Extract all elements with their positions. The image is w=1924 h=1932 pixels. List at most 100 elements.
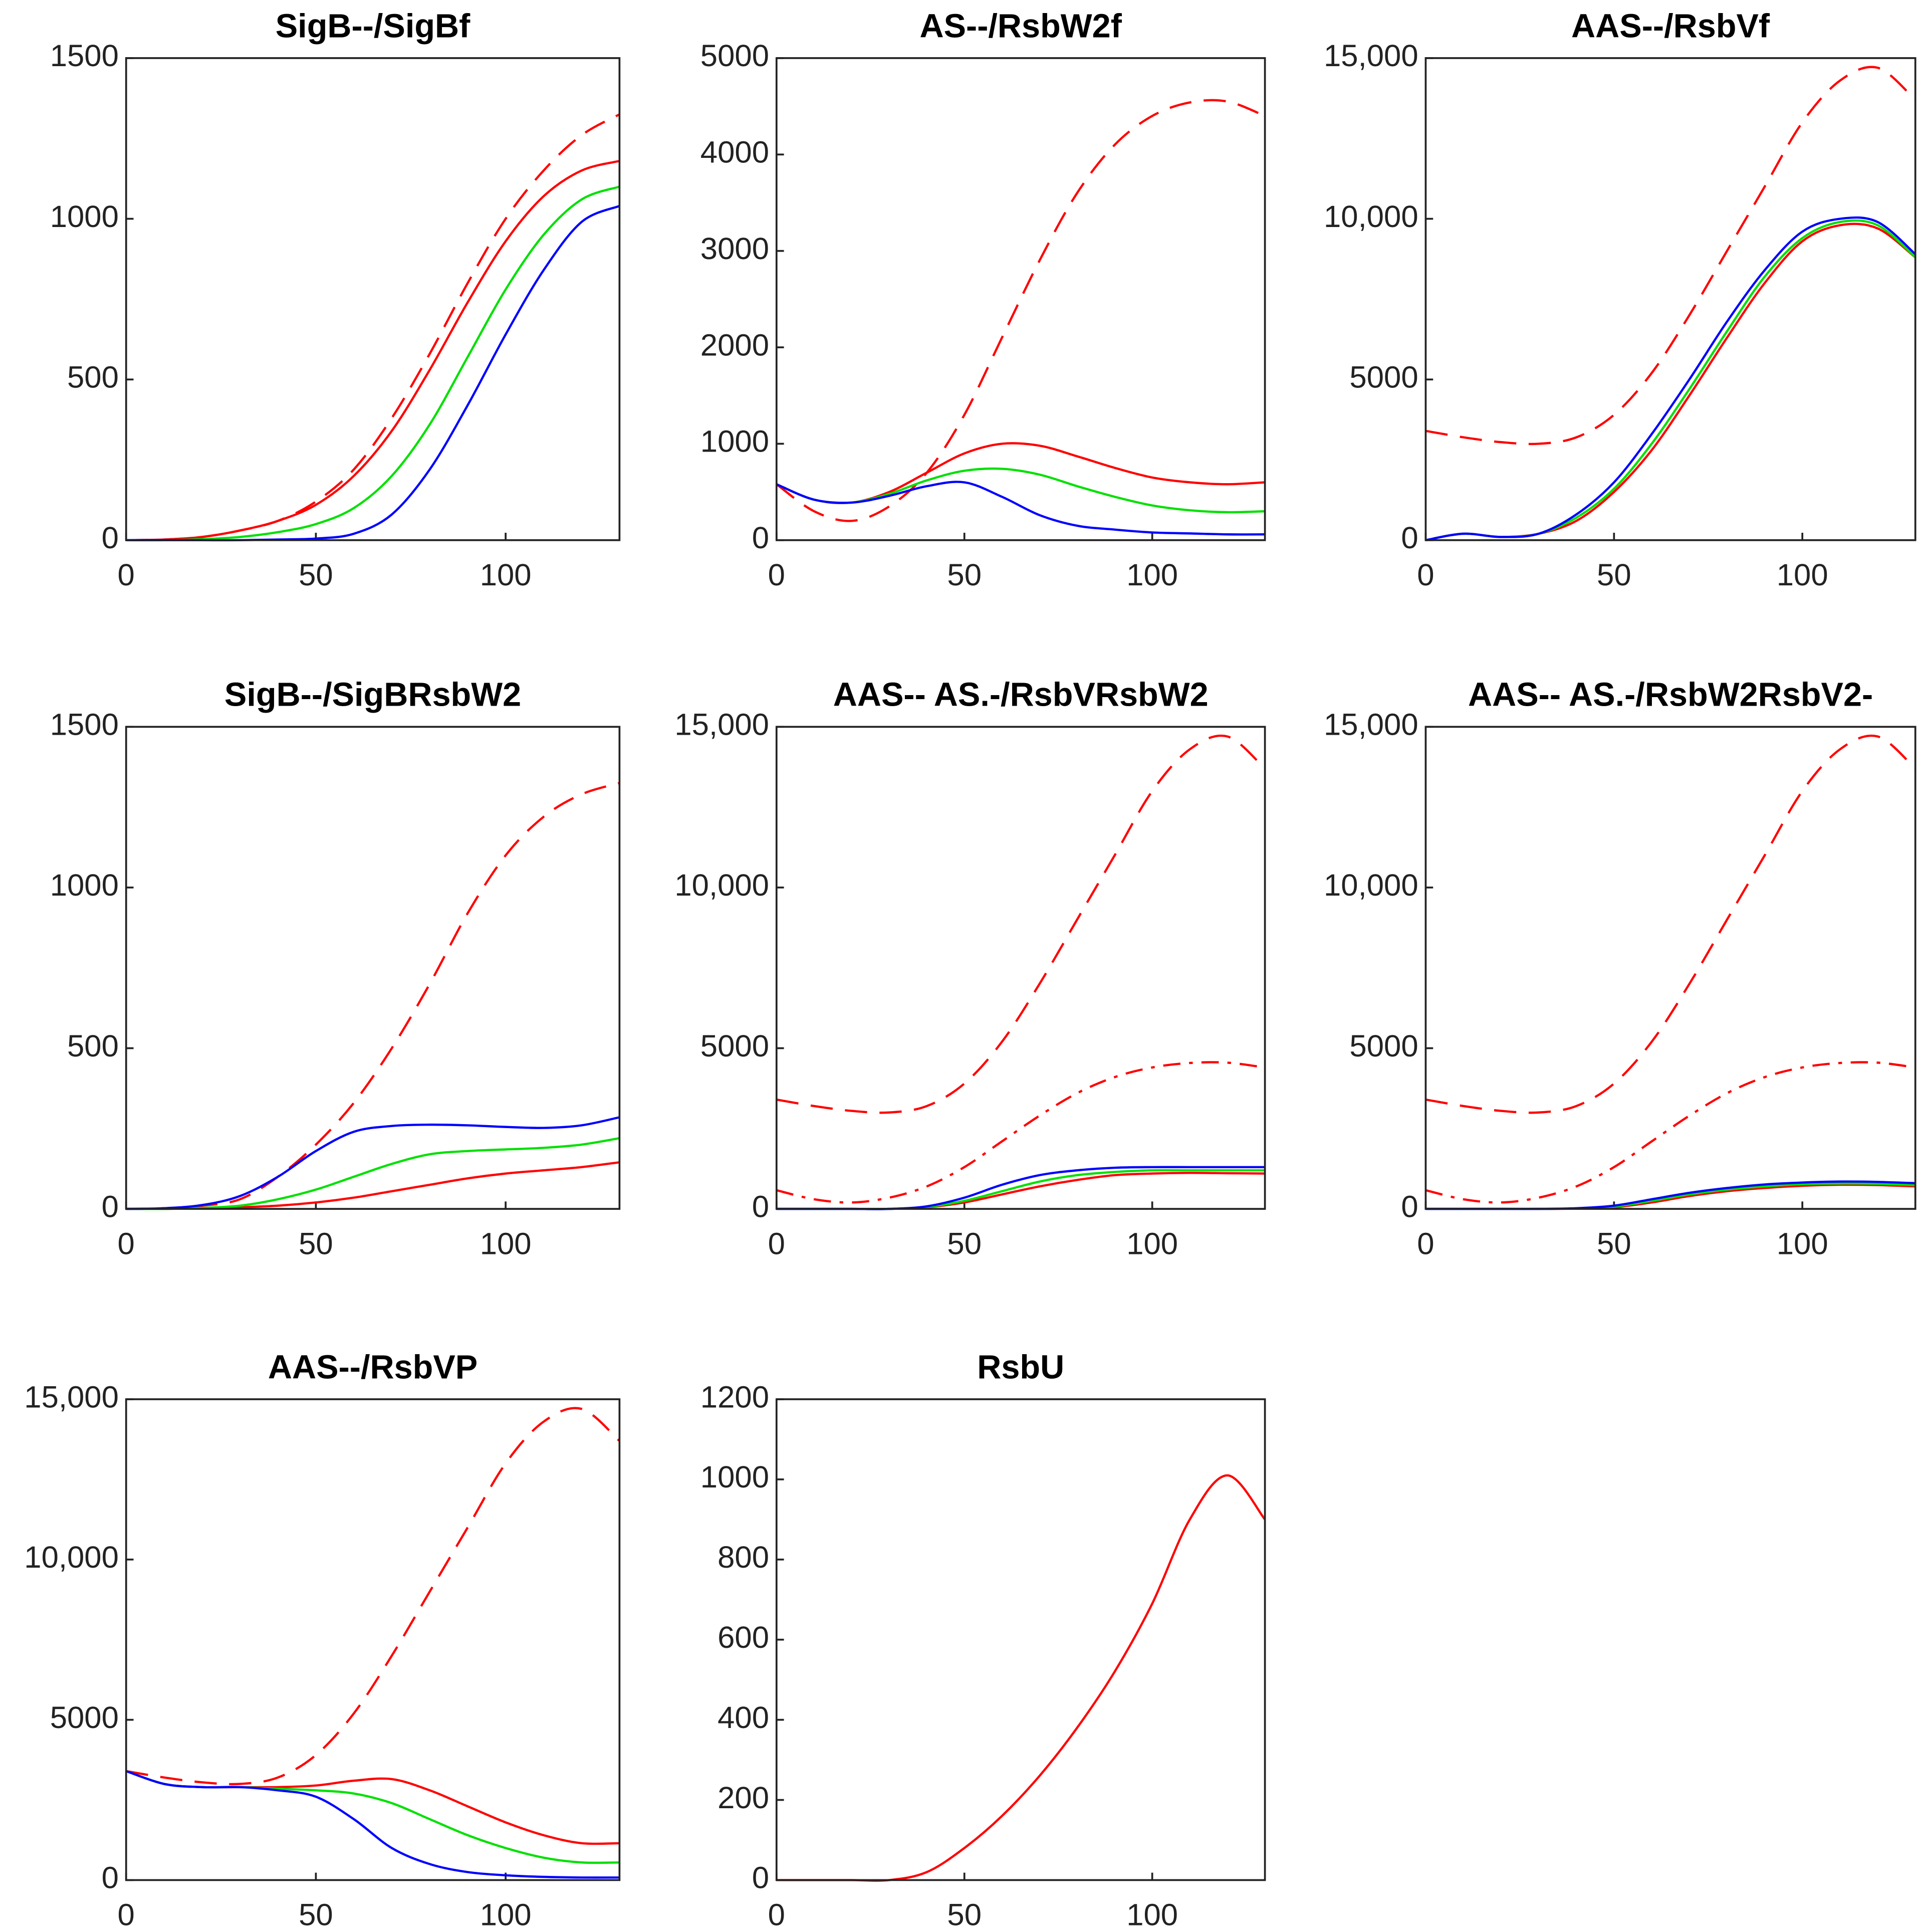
y-tick-label: 0: [1401, 521, 1418, 555]
series-line: [126, 204, 620, 542]
series-line: [776, 442, 1265, 505]
y-tick-label: 1000: [700, 424, 769, 459]
y-tick-label: 15,000: [674, 708, 769, 742]
series-line: [126, 185, 620, 542]
x-tick-label: 100: [1777, 1226, 1828, 1261]
series-line: [1425, 219, 1916, 542]
y-tick-label: 5000: [700, 1029, 769, 1063]
y-tick-label: 10,000: [674, 868, 769, 903]
chart-title: SigB--/SigBf: [276, 8, 470, 45]
series-line: [126, 1137, 620, 1210]
y-tick-label: 600: [717, 1620, 769, 1655]
series-line: [126, 1407, 620, 1786]
y-tick-label: 15,000: [1324, 708, 1418, 742]
x-tick-label: 100: [480, 1898, 532, 1932]
x-tick-label: 0: [1417, 558, 1434, 592]
x-tick-label: 0: [1417, 1226, 1434, 1261]
series-line: [776, 734, 1266, 1114]
y-tick-label: 1000: [50, 868, 119, 903]
series-line: [126, 1770, 620, 1879]
x-tick-label: 50: [1597, 1226, 1631, 1261]
series-line: [1425, 66, 1916, 446]
axes-box: [1424, 726, 1916, 1210]
axes-box: [125, 57, 621, 541]
axes-box: [125, 1398, 621, 1881]
series-line: [776, 481, 1265, 536]
x-tick-label: 50: [947, 1226, 982, 1261]
y-tick-label: 1500: [50, 708, 119, 742]
y-tick-label: 5000: [50, 1700, 119, 1735]
y-tick-label: 0: [102, 1189, 119, 1224]
y-tick-label: 5000: [700, 39, 769, 73]
y-tick-label: 500: [67, 1029, 119, 1063]
y-tick-label: 1200: [700, 1380, 769, 1414]
x-tick-label: 50: [1597, 558, 1631, 592]
y-tick-label: 500: [67, 360, 119, 394]
y-tick-label: 1000: [50, 199, 119, 234]
chart-title: SigB--/SigBRsbW2: [224, 677, 521, 714]
y-tick-label: 0: [752, 1861, 769, 1895]
x-tick-label: 100: [1126, 1226, 1178, 1261]
y-tick-label: 5000: [1349, 360, 1418, 394]
axes-box: [1424, 57, 1916, 541]
x-tick-label: 0: [768, 558, 785, 592]
y-tick-label: 10,000: [24, 1540, 119, 1575]
x-tick-label: 0: [768, 1898, 785, 1932]
series-line: [126, 1116, 620, 1210]
x-tick-label: 100: [480, 558, 532, 592]
axes-box: [775, 1398, 1266, 1881]
chart-title: AAS-- AS.-/RsbW2RsbV2-: [1468, 677, 1873, 714]
y-tick-label: 10,000: [1324, 199, 1418, 234]
x-tick-label: 50: [947, 1898, 982, 1932]
y-tick-label: 1000: [700, 1460, 769, 1494]
x-tick-label: 0: [118, 1226, 135, 1261]
x-tick-label: 50: [299, 558, 333, 592]
chart-title: AS--/RsbW2f: [919, 8, 1122, 45]
y-tick-label: 0: [1401, 1189, 1418, 1224]
y-tick-label: 400: [717, 1700, 769, 1735]
x-tick-label: 100: [1126, 558, 1178, 592]
y-tick-label: 0: [102, 521, 119, 555]
series-line: [1425, 1061, 1916, 1204]
y-tick-label: 0: [752, 521, 769, 555]
series-line: [126, 113, 620, 542]
y-tick-label: 800: [717, 1540, 769, 1575]
x-tick-label: 100: [1777, 558, 1828, 592]
series-line: [776, 1061, 1265, 1204]
x-tick-label: 0: [118, 1898, 135, 1932]
series-line: [126, 159, 620, 542]
x-tick-label: 0: [768, 1226, 785, 1261]
series-line: [126, 782, 620, 1210]
y-tick-label: 0: [102, 1861, 119, 1895]
series-line: [1425, 216, 1916, 542]
y-tick-label: 2000: [700, 328, 769, 362]
y-tick-label: 3000: [700, 232, 769, 266]
series-line: [126, 1770, 620, 1864]
y-tick-label: 15,000: [24, 1380, 119, 1414]
axes-box: [775, 726, 1266, 1210]
x-tick-label: 100: [480, 1226, 532, 1261]
x-tick-label: 100: [1126, 1898, 1178, 1932]
x-tick-label: 50: [947, 558, 982, 592]
series-line: [776, 99, 1266, 522]
chart-title: RsbU: [977, 1349, 1064, 1386]
y-tick-label: 10,000: [1324, 868, 1418, 903]
y-tick-label: 5000: [1349, 1029, 1418, 1063]
y-tick-label: 4000: [700, 135, 769, 170]
x-tick-label: 50: [299, 1898, 333, 1932]
x-tick-label: 50: [299, 1226, 333, 1261]
series-line: [1425, 223, 1916, 542]
x-tick-label: 0: [118, 558, 135, 592]
axes-box: [125, 726, 621, 1210]
y-tick-label: 0: [752, 1189, 769, 1224]
y-tick-label: 200: [717, 1781, 769, 1815]
y-tick-label: 15,000: [1324, 39, 1418, 73]
axes-box: [775, 57, 1266, 541]
series-line: [776, 1172, 1265, 1210]
chart-title: AAS--/RsbVf: [1571, 8, 1770, 45]
series-line: [1425, 734, 1916, 1114]
chart-title: AAS--/RsbVP: [268, 1349, 477, 1386]
y-tick-label: 1500: [50, 39, 119, 73]
